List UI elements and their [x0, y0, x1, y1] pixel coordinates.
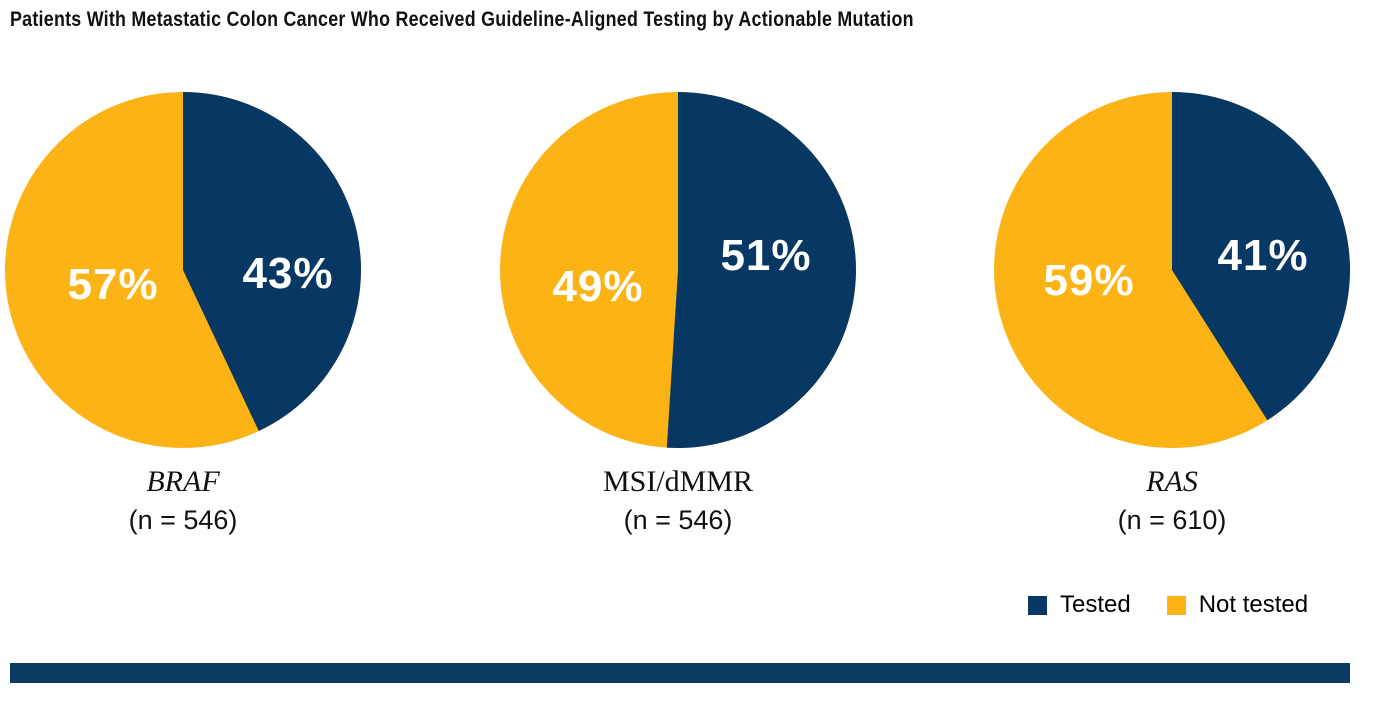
pie-caption: BRAF (n = 546): [5, 465, 361, 536]
pie-graphic-msi-dmmr: [500, 92, 856, 448]
pie-caption: MSI/dMMR (n = 546): [500, 465, 856, 536]
pie-chart-msi-dmmr: 49% 51% MSI/dMMR (n = 546): [500, 92, 856, 538]
pie-sample-size: (n = 546): [623, 505, 733, 535]
pie-graphic-braf: [5, 92, 361, 448]
not-tested-swatch: [1166, 595, 1186, 615]
legend-label-tested: Tested: [1060, 591, 1131, 618]
pie-chart-ras: 59% 41% RAS (n = 610): [994, 92, 1350, 538]
pie-title: BRAF: [146, 465, 220, 498]
pie-graphic-ras: [994, 92, 1350, 448]
footer-bar: [10, 663, 1350, 683]
pie-chart-braf: 57% 43% BRAF (n = 546): [5, 92, 361, 538]
legend-label-not-tested: Not tested: [1198, 591, 1309, 618]
pie-caption: RAS (n = 610): [994, 465, 1350, 536]
chart-title: Patients With Metastatic Colon Cancer Wh…: [10, 8, 914, 31]
pie-sample-size: (n = 610): [1117, 505, 1227, 535]
pie-title: MSI/dMMR: [602, 465, 754, 498]
tested-swatch: [1028, 595, 1047, 615]
pie-title: RAS: [1146, 465, 1198, 498]
pie-sample-size: (n = 546): [128, 505, 238, 535]
legend-item-not-tested: Not tested: [1166, 591, 1309, 619]
legend: Tested Not tested: [1028, 591, 1308, 619]
legend-item-tested: Tested: [1028, 591, 1131, 619]
